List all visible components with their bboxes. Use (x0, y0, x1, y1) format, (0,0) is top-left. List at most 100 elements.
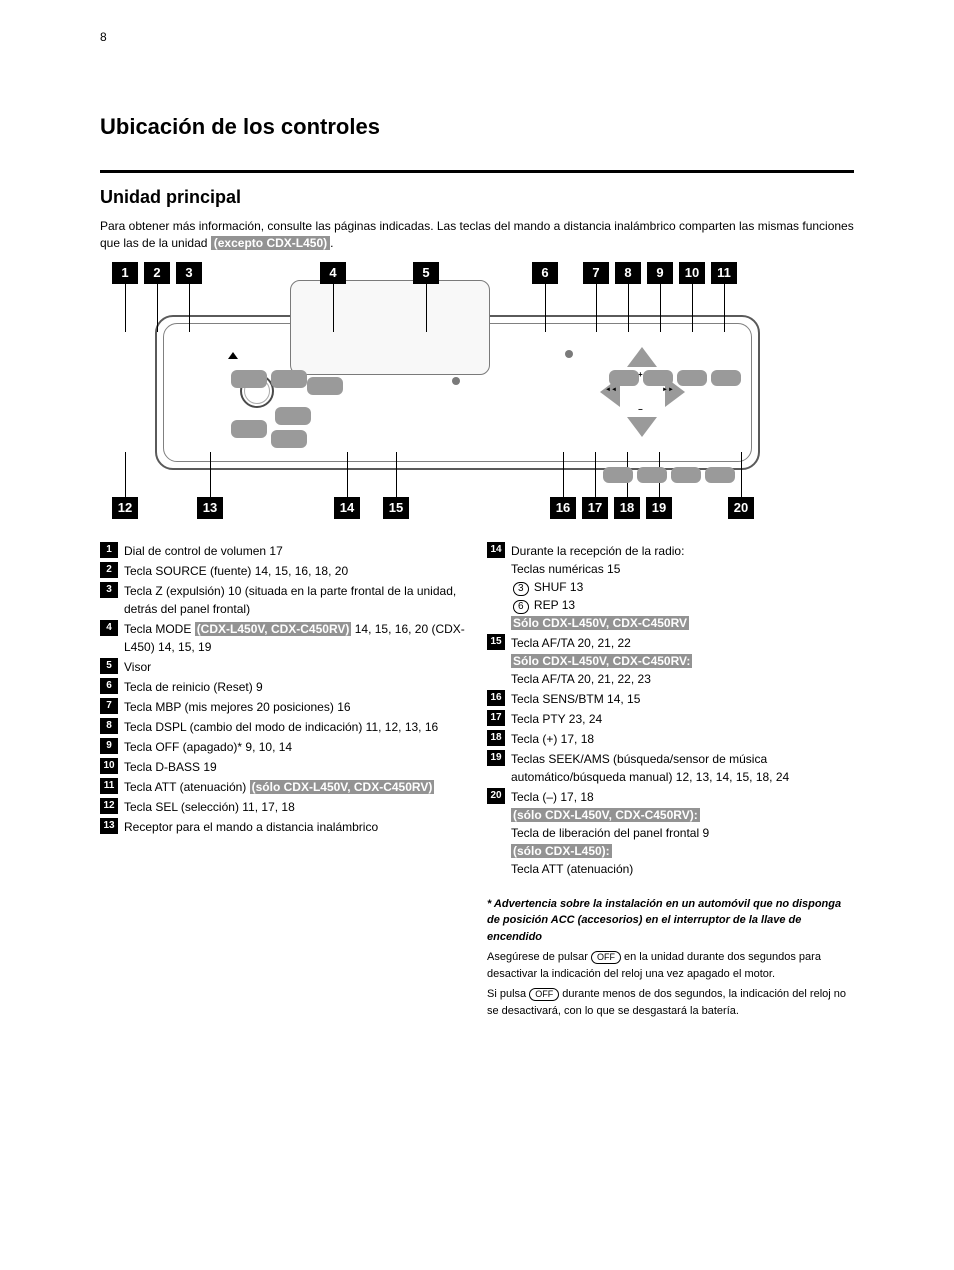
legend-text: Tecla PTY 23, 24 (511, 710, 854, 728)
dpad: + − ◄◄ ►► (600, 347, 685, 437)
off-button-label: OFF (529, 988, 559, 1001)
device-button (643, 370, 673, 386)
device-button (705, 467, 735, 483)
legend-entry: 14 Durante la recepción de la radio:Tecla… (487, 542, 854, 632)
legend-text: Tecla ATT (atenuación) (sólo CDX-L450V, … (124, 778, 467, 796)
install-note: * Advertencia sobre la instalación en un… (487, 896, 854, 1020)
control-legend: 1 Dial de control de volumen 17 2 Tecla SOU… (100, 542, 854, 1020)
callout-bottom: 18 (614, 497, 640, 519)
callout-top: 1 (112, 262, 138, 284)
legend-entry: 19 Teclas SEEK/AMS (búsqueda/sensor de mú… (487, 750, 854, 786)
callout-top: 2 (144, 262, 170, 284)
legend-entry: 9Tecla OFF (apagado)* 9, 10, 14 (100, 738, 467, 756)
callout-top: 10 (679, 262, 705, 284)
legend-text: Durante la recepción de la radio:Teclas … (511, 542, 854, 632)
device-button (307, 377, 343, 395)
lead-text: Para obtener más información, consulte l… (100, 218, 854, 252)
device-button (637, 467, 667, 483)
subtitle: Unidad principal (100, 187, 854, 208)
callout-bottom: 13 (197, 497, 223, 519)
legend-number: 11 (100, 778, 118, 794)
screen-dot (452, 377, 460, 385)
callout-top: 11 (711, 262, 737, 284)
legend-entry: 15 Tecla AF/TA 20, 21, 22Sólo CDX-L450V, … (487, 634, 854, 688)
callout-top: 3 (176, 262, 202, 284)
legend-number: 16 (487, 690, 505, 706)
callout-bottom: 17 (582, 497, 608, 519)
callout-bottom: 16 (550, 497, 576, 519)
device-screen (290, 280, 490, 375)
dpad-down-icon (627, 417, 657, 437)
device-button (231, 370, 267, 388)
legend-entry: 8Tecla DSPL (cambio del modo de indicaci… (100, 718, 467, 736)
legend-entry: 16 Tecla SENS/BTM 14, 15 (487, 690, 854, 708)
legend-entry: 2 Tecla SOURCE (fuente) 14, 15, 16, 18, 2… (100, 562, 467, 580)
legend-entry: 20Tecla (–) 17, 18(sólo CDX-L450V, CDX-C… (487, 788, 854, 878)
page-number: 8 (100, 30, 854, 44)
title-rule (100, 170, 854, 173)
eject-icon (228, 352, 238, 359)
legend-text: Teclas SEEK/AMS (búsqueda/sensor de músi… (511, 750, 854, 786)
legend-text: Receptor para el mando a distancia inalá… (124, 818, 467, 836)
legend-number: 12 (100, 798, 118, 814)
legend-text: Tecla D-BASS 19 (124, 758, 467, 776)
legend-text: Tecla (+) 17, 18 (511, 730, 854, 748)
device-button (275, 407, 311, 425)
callout-bottom: 20 (728, 497, 754, 519)
legend-entry: 4 Tecla MODE (CDX-L450V, CDX-C450RV) 14, … (100, 620, 467, 656)
legend-number: 6 (100, 678, 118, 694)
legend-entry: 3 Tecla Z (expulsión) 10 (situada en la p… (100, 582, 467, 618)
legend-number: 14 (487, 542, 505, 558)
legend-text: Tecla MODE (CDX-L450V, CDX-C450RV) 14, 1… (124, 620, 467, 656)
callout-top: 4 (320, 262, 346, 284)
device-button (711, 370, 741, 386)
callout-top: 9 (647, 262, 673, 284)
legend-number: 10 (100, 758, 118, 774)
legend-text: Tecla SOURCE (fuente) 14, 15, 16, 18, 20 (124, 562, 467, 580)
legend-text: Tecla OFF (apagado)* 9, 10, 14 (124, 738, 467, 756)
callout-top: 5 (413, 262, 439, 284)
legend-number: 7 (100, 698, 118, 714)
device-button (671, 467, 701, 483)
legend-number: 18 (487, 730, 505, 746)
legend-number: 17 (487, 710, 505, 726)
callout-top: 7 (583, 262, 609, 284)
legend-text: Tecla SEL (selección) 11, 17, 18 (124, 798, 467, 816)
legend-text: Tecla DSPL (cambio del modo de indicació… (124, 718, 467, 736)
legend-entry: 17 Tecla PTY 23, 24 (487, 710, 854, 728)
callout-bottom: 12 (112, 497, 138, 519)
legend-text: Tecla (–) 17, 18(sólo CDX-L450V, CDX-C45… (511, 788, 854, 878)
legend-entry: 1 Dial de control de volumen 17 (100, 542, 467, 560)
device-button (231, 420, 267, 438)
legend-entry: 12 Tecla SEL (selección) 11, 17, 18 (100, 798, 467, 816)
legend-text: Tecla Z (expulsión) 10 (situada en la pa… (124, 582, 467, 618)
legend-number: 19 (487, 750, 505, 766)
legend-right-column: 14 Durante la recepción de la radio:Tecla… (487, 542, 854, 1020)
callout-bottom: 15 (383, 497, 409, 519)
device-button (271, 370, 307, 388)
callout-bottom: 19 (646, 497, 672, 519)
legend-entry: 11 Tecla ATT (atenuación) (sólo CDX-L450V… (100, 778, 467, 796)
off-button-label: OFF (591, 951, 621, 964)
legend-entry: 7Tecla MBP (mis mejores 20 posiciones) 1… (100, 698, 467, 716)
legend-number: 2 (100, 562, 118, 578)
dpad-up-icon (627, 347, 657, 367)
legend-text: Tecla AF/TA 20, 21, 22Sólo CDX-L450V, CD… (511, 634, 854, 688)
device-button (677, 370, 707, 386)
legend-number: 15 (487, 634, 505, 650)
callout-bottom: 14 (334, 497, 360, 519)
legend-left-column: 1 Dial de control de volumen 17 2 Tecla SOU… (100, 542, 467, 1020)
legend-number: 4 (100, 620, 118, 636)
device-button (609, 370, 639, 386)
legend-text: Tecla SENS/BTM 14, 15 (511, 690, 854, 708)
legend-number: 1 (100, 542, 118, 558)
legend-number: 3 (100, 582, 118, 598)
device-button (271, 430, 307, 448)
legend-text: Dial de control de volumen 17 (124, 542, 467, 560)
legend-text: Visor (124, 658, 467, 676)
device-button (603, 467, 633, 483)
callout-top: 6 (532, 262, 558, 284)
device-diagram: + − ◄◄ ►► 123456789101112131415161718192… (100, 262, 815, 522)
legend-number: 13 (100, 818, 118, 834)
reset-dot (565, 350, 573, 358)
